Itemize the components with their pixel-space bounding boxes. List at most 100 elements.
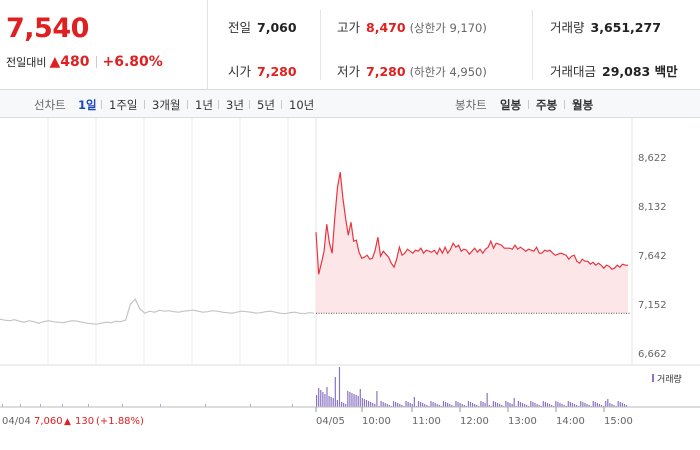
volume-bar <box>361 398 363 407</box>
change-amount: 480 <box>60 54 90 70</box>
volume-bar <box>499 404 501 407</box>
prev-day-change: 130 <box>75 416 94 427</box>
volume-bar <box>459 403 461 407</box>
volume-bar <box>492 401 494 407</box>
volume-bar <box>40 404 41 407</box>
volume-bar <box>519 402 522 407</box>
volume-bar <box>474 404 476 407</box>
volume-bar <box>548 404 551 407</box>
volume-bar <box>486 393 488 407</box>
volume-bar <box>405 401 407 407</box>
volume-bar <box>613 405 615 407</box>
period-1d-tab[interactable]: 1일 <box>78 98 97 112</box>
volume-bar <box>336 400 338 407</box>
volume-bar <box>442 401 445 407</box>
volume-bar <box>526 405 528 407</box>
volume-bar <box>449 404 451 407</box>
prev-day-price: 7,060 <box>34 416 63 427</box>
volume-bar <box>320 390 322 407</box>
prev-day-percent: (+1.88%) <box>96 416 144 427</box>
volume-bar <box>62 404 63 407</box>
candle-chart-label: 봉차트 <box>455 98 487 112</box>
volume-bar <box>509 403 511 407</box>
x-tick-label: 15:00 <box>604 416 633 427</box>
divider <box>532 10 533 80</box>
volume-bar <box>434 403 436 407</box>
volume-bar <box>488 405 490 407</box>
volume-bar <box>455 401 457 407</box>
volume-bar <box>205 404 206 407</box>
volume-bar <box>384 403 386 407</box>
volume-bar <box>551 405 553 407</box>
volume-bar <box>430 401 432 407</box>
volume-bar <box>370 402 372 407</box>
price-chart: 8,622 8,132 7,642 7,152 6,662 거래량 04/05 10:00… <box>0 118 700 450</box>
low-metric: 저가 7,280 (하한가 4,950) <box>337 64 487 79</box>
period-10y-tab[interactable]: 10년 <box>289 98 315 112</box>
line-chart-label: 선차트 <box>34 98 66 112</box>
volume-bar <box>598 404 601 407</box>
prev-close-metric: 전일 7,060 <box>228 20 297 35</box>
divider <box>187 100 188 109</box>
weekly-candle-tab[interactable]: 주봉 <box>536 98 558 112</box>
volume-bar <box>482 402 484 407</box>
volume-bar <box>538 405 540 407</box>
divider <box>95 56 97 68</box>
volume-bar <box>513 398 515 407</box>
volume-bar <box>605 401 607 407</box>
volume-bar <box>559 403 561 407</box>
volume-bar <box>401 405 403 407</box>
volume-bar <box>347 391 349 407</box>
price-chart-svg: 8,622 8,132 7,642 7,152 6,662 거래량 04/05 10:00… <box>0 118 700 427</box>
volume-bar <box>625 405 628 407</box>
volume-bar <box>372 403 374 407</box>
volume-bar <box>588 405 590 407</box>
volume-bar <box>355 395 357 407</box>
volume-bar <box>567 401 569 407</box>
divider <box>281 100 282 109</box>
x-axis-ticks: 04/05 10:00 11:00 12:00 13:00 14:00 15:00 <box>315 407 633 427</box>
x-tick-label: 04/05 <box>316 416 345 427</box>
volume-bar <box>322 392 324 407</box>
divider <box>144 100 145 109</box>
divider <box>564 100 565 109</box>
volume-bar <box>392 401 395 407</box>
volume-bar <box>436 404 438 407</box>
period-5y-tab[interactable]: 5년 <box>257 98 275 112</box>
daily-candle-tab[interactable]: 일봉 <box>500 98 522 112</box>
volume-bar <box>536 404 538 407</box>
period-1w-tab[interactable]: 1주일 <box>109 98 138 112</box>
prev-day-date: 04/04 <box>2 416 31 427</box>
volume-bar <box>345 404 347 407</box>
volume-bar <box>328 396 330 407</box>
volume-bars <box>2 367 628 407</box>
prev-day-info: 04/04 7,060 ▲ 130 (+1.88%) <box>2 416 144 427</box>
x-tick-label: 14:00 <box>556 416 585 427</box>
period-1y-tab[interactable]: 1년 <box>195 98 213 112</box>
volume-bar <box>594 402 596 407</box>
prev-day-arrow-icon: ▲ <box>64 417 71 427</box>
period-3m-tab[interactable]: 3개월 <box>152 98 181 112</box>
grid-lines <box>47 118 633 365</box>
period-3y-tab[interactable]: 3년 <box>226 98 244 112</box>
volume-bar <box>122 404 123 407</box>
volume-bar <box>561 404 563 407</box>
volume-bar <box>338 367 341 407</box>
volume-bar <box>376 391 378 407</box>
divider <box>218 100 219 109</box>
today-price-line <box>315 172 628 275</box>
volume-bar <box>343 403 345 407</box>
volume-bar <box>374 404 376 407</box>
x-tick-label: 10:00 <box>362 416 391 427</box>
volume-bar <box>505 401 507 407</box>
monthly-candle-tab[interactable]: 월봉 <box>572 98 594 112</box>
volume-bar <box>609 403 611 407</box>
x-tick-label: 11:00 <box>412 416 441 427</box>
volume-bar <box>494 402 497 407</box>
volume-bar <box>407 402 409 407</box>
volume-bar <box>476 405 478 407</box>
x-tick-label: 12:00 <box>460 416 489 427</box>
volume-bar <box>324 394 326 407</box>
volume-bar <box>386 404 388 407</box>
up-arrow-icon: ▲ <box>49 54 61 70</box>
